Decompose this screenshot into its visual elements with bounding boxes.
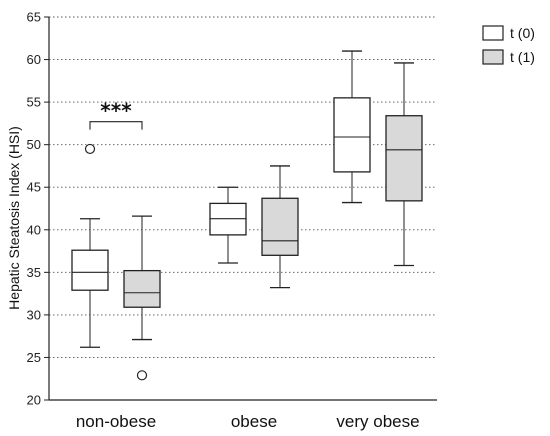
y-tick-label-45: 45 [27,180,41,195]
legend-swatch-0 [482,25,504,41]
legend-swatch-1 [482,49,504,65]
y-tick-label-35: 35 [27,265,41,280]
significance-stars: *** [100,99,132,123]
y-tick-label-55: 55 [27,95,41,110]
significance-bracket [89,121,143,130]
box-1-non-obese [123,215,161,381]
legend-label-0: t (0) [510,25,535,41]
y-tick-label-60: 60 [27,52,41,67]
iqr-box [261,197,299,256]
y-tick-label-40: 40 [27,222,41,237]
iqr-box [71,249,109,291]
gridlines [49,16,437,358]
legend-label-1: t (1) [510,49,535,65]
box-1-very-obese [385,62,423,267]
iqr-box [123,269,161,308]
annotations: *** [89,99,143,130]
y-tick-label-20: 20 [27,393,41,408]
outlier-point [84,143,96,155]
y-axis-title: Hepatic Steatosis Index (HSI) [6,126,22,310]
iqr-box [333,97,371,173]
box-0-obese [209,186,247,264]
y-tick-label-25: 25 [27,350,41,365]
x-category-label-very-obese: very obese [336,412,419,431]
axes: 20 25 30 35 40 45 50 55 60 65 non-obese obese very o… [27,10,437,431]
iqr-box [385,115,423,202]
box-0-very-obese [333,50,371,204]
outlier-point [136,370,148,381]
x-category-label-obese: obese [231,412,277,431]
y-tick-label-50: 50 [27,137,41,152]
x-category-label-non-obese: non-obese [76,412,156,431]
y-tick-label-30: 30 [27,307,41,322]
legend: t (0) t (1) [482,25,535,65]
box-1-obese [261,165,299,289]
y-tick-label-65: 65 [27,10,41,25]
box-series [71,50,423,381]
box-0-non-obese [71,143,109,348]
